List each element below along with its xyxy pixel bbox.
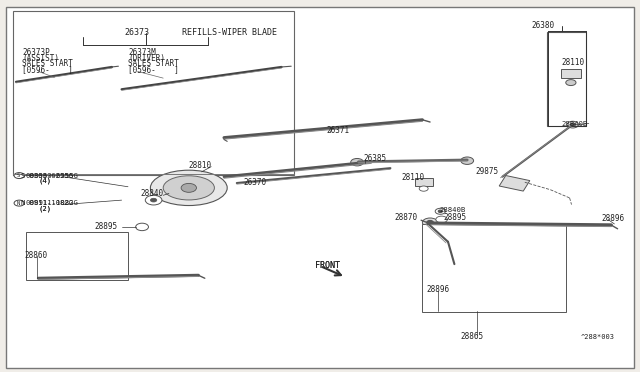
Text: 28865: 28865 xyxy=(461,332,484,341)
Text: 28896: 28896 xyxy=(602,214,625,223)
Text: FRONT: FRONT xyxy=(315,262,340,270)
Circle shape xyxy=(181,183,196,192)
Text: 28840: 28840 xyxy=(141,189,164,198)
Bar xyxy=(13,11,294,175)
Text: [0596-    ]: [0596- ] xyxy=(128,65,179,74)
Ellipse shape xyxy=(163,176,214,200)
Circle shape xyxy=(570,123,575,126)
Circle shape xyxy=(150,198,157,202)
Text: (4): (4) xyxy=(38,178,52,185)
Text: FRONT: FRONT xyxy=(315,262,340,270)
Text: SALES START: SALES START xyxy=(128,60,179,68)
Bar xyxy=(26,232,128,280)
Text: 26385: 26385 xyxy=(364,154,387,163)
Circle shape xyxy=(438,210,442,212)
Ellipse shape xyxy=(150,170,227,205)
Text: (2): (2) xyxy=(38,205,52,212)
Text: N: N xyxy=(16,201,20,206)
Text: 08363-6255G: 08363-6255G xyxy=(26,173,74,179)
Circle shape xyxy=(436,216,447,223)
Text: 28840B: 28840B xyxy=(439,207,465,213)
Text: REFILLS-WIPER BLADE: REFILLS-WIPER BLADE xyxy=(182,28,277,37)
Circle shape xyxy=(461,157,474,164)
Text: (4): (4) xyxy=(38,178,52,185)
Text: N 08911-1082G: N 08911-1082G xyxy=(21,200,78,206)
Circle shape xyxy=(351,158,364,166)
Circle shape xyxy=(14,200,24,206)
Circle shape xyxy=(422,218,438,227)
Bar xyxy=(422,224,566,312)
Text: 29875: 29875 xyxy=(476,167,499,176)
Text: 26373M: 26373M xyxy=(128,48,156,57)
Bar xyxy=(415,178,433,186)
Text: 28895: 28895 xyxy=(444,213,467,222)
Circle shape xyxy=(567,121,579,128)
Text: SALES START: SALES START xyxy=(22,60,73,68)
Circle shape xyxy=(427,221,433,224)
Text: 08911-1082G: 08911-1082G xyxy=(26,200,74,206)
Text: (ASSIST): (ASSIST) xyxy=(22,54,60,63)
Circle shape xyxy=(566,80,576,86)
Text: (2): (2) xyxy=(38,205,52,212)
Circle shape xyxy=(14,173,24,179)
Bar xyxy=(547,32,586,126)
Text: 26380: 26380 xyxy=(531,21,554,30)
Text: 28110: 28110 xyxy=(562,58,585,67)
Text: 28895: 28895 xyxy=(95,222,118,231)
Text: S: S xyxy=(16,173,20,178)
Text: 28860: 28860 xyxy=(24,251,47,260)
Text: ^288*003: ^288*003 xyxy=(581,334,615,340)
Circle shape xyxy=(145,195,162,205)
Text: 26373: 26373 xyxy=(125,28,150,37)
Text: S 08363-6255G: S 08363-6255G xyxy=(21,173,78,179)
Text: [0596-    ]: [0596- ] xyxy=(22,65,73,74)
Text: 28840B: 28840B xyxy=(561,121,588,126)
Text: 28810: 28810 xyxy=(189,161,212,170)
Text: 28896: 28896 xyxy=(427,285,450,294)
Text: 28870: 28870 xyxy=(394,213,417,222)
Circle shape xyxy=(435,208,445,214)
Circle shape xyxy=(419,186,428,191)
Text: 26373P: 26373P xyxy=(22,48,50,57)
Bar xyxy=(499,176,530,191)
Bar xyxy=(561,69,581,78)
Text: 28110: 28110 xyxy=(402,173,425,182)
Text: 26371: 26371 xyxy=(326,126,349,135)
Circle shape xyxy=(136,223,148,231)
Text: (DRIVER): (DRIVER) xyxy=(128,54,165,63)
Text: 26370: 26370 xyxy=(243,178,266,187)
